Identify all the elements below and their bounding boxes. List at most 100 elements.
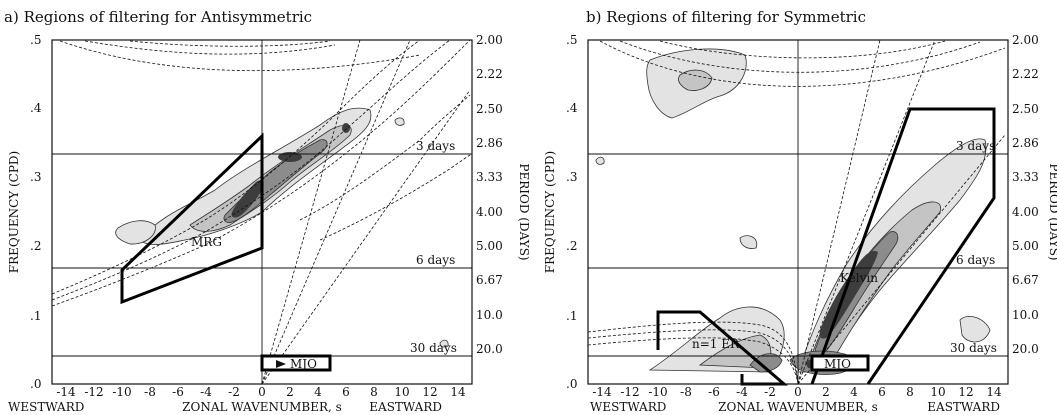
region-er-box [656,310,789,386]
panel-a-title: a) Regions of filtering for Antisymmetri… [4,8,312,26]
period-tick: 5.00 [476,239,503,253]
ref-label-3-days: 3 days [416,139,455,153]
x-tick: -10 [112,385,131,399]
ref-label-6-days-b: 6 days [956,253,995,267]
panel-a-x-ticks: -14 -12 -10 -8 -6 -4 -2 0 2 4 6 8 10 12 … [56,385,466,399]
period-tick: 2.50 [476,102,503,116]
period-tick: 20.0 [1012,342,1039,356]
period-tick: 4.00 [1012,205,1039,219]
mjo-arrow-icon [276,360,286,368]
ref-label-3-days-b: 3 days [956,139,995,153]
x-tick: 2 [286,385,294,399]
x-tick: -8 [680,385,692,399]
panel-b: b) Regions of filtering for Symmetric [543,8,1057,414]
y-tick: .0 [566,377,577,391]
x-tick: 2 [822,385,830,399]
y-tick: .5 [30,33,41,47]
ref-label-30-days: 30 days [410,341,457,355]
x-tick: -4 [736,385,748,399]
y-tick: .0 [30,377,41,391]
period-tick: 20.0 [476,342,503,356]
x-tick: 10 [930,385,945,399]
period-tick: 6.67 [476,273,503,287]
panel-b-y-ticks: .0 .1 .2 .3 .4 .5 [566,33,578,391]
panel-b-contours [595,48,991,375]
period-tick: 10.0 [1012,308,1039,322]
period-tick: 2.00 [1012,33,1039,47]
x-tick: -2 [228,385,240,399]
panel-a-y-axis-label: FREQUENCY (CPD) [7,151,21,274]
region-label-mjo-b: MJO [824,357,851,371]
panel-a-frame [51,39,473,385]
period-tick: 3.33 [1012,170,1039,184]
period-tick: 10.0 [476,308,503,322]
x-tick: -4 [200,385,212,399]
region-label-mjo: MJO [290,357,317,371]
y-tick: .1 [566,309,577,323]
period-tick: 6.67 [1012,273,1039,287]
region-label-kelvin: Kelvin [840,271,878,285]
y-tick: .4 [30,101,42,115]
region-kelvin-box [810,107,996,385]
x-tick: 10 [394,385,409,399]
panel-b-title: b) Regions of filtering for Symmetric [586,8,866,26]
period-tick: 2.86 [476,136,503,150]
y-tick: .3 [30,170,41,184]
period-tick: 3.33 [476,170,503,184]
panel-a-westward-label: WESTWARD [8,400,84,414]
x-tick: -8 [144,385,156,399]
y-tick: .2 [566,239,577,253]
panel-a-x-axis-label: ZONAL WAVENUMBER, s [182,400,342,414]
panel-b-x-ticks: -14 -12 -10 -8 -6 -4 -2 0 2 4 6 8 10 12 … [592,385,1002,399]
period-tick: 2.22 [1012,67,1039,81]
x-tick: 6 [878,385,886,399]
x-tick: 6 [342,385,350,399]
period-tick: 2.00 [476,33,503,47]
region-mrg-box [120,132,264,305]
x-tick: -14 [592,385,612,399]
panel-b-y-axis-label: FREQUENCY (CPD) [543,151,557,274]
y-tick: .5 [566,33,577,47]
x-tick: 0 [794,385,802,399]
period-tick: 5.00 [1012,239,1039,253]
region-label-mrg: MRG [191,235,222,249]
x-tick: -12 [620,385,639,399]
panel-a: a) Regions of filtering for Antisymmetri… [4,8,531,414]
x-tick: -12 [84,385,103,399]
panel-a-eastward-label: EASTWARD [369,400,442,414]
period-tick: 2.86 [1012,136,1039,150]
x-tick: 8 [906,385,914,399]
panel-a-period-axis-label: PERIOD (DAYS) [517,163,531,260]
y-tick: .4 [566,101,578,115]
panel-b-frame [587,39,1009,385]
x-tick: 0 [258,385,266,399]
panel-b-period-axis-label: PERIOD (DAYS) [1047,163,1057,260]
panel-b-dispersion-curves [588,40,1006,384]
x-tick: 12 [958,385,973,399]
panel-b-regions [656,107,996,386]
y-tick: .3 [566,170,577,184]
period-tick: 4.00 [476,205,503,219]
x-tick: -6 [708,385,720,399]
panel-b-x-axis-label: ZONAL WAVENUMBER, s [718,400,878,414]
ref-label-6-days: 6 days [416,253,455,267]
period-tick: 2.22 [476,67,503,81]
panel-a-regions [120,132,332,372]
panel-b-eastward-label: EASTWARD [927,400,1000,414]
x-tick: 12 [422,385,437,399]
region-label-er: n=1 ER [692,337,740,351]
x-tick: -6 [172,385,184,399]
x-tick: 4 [850,385,858,399]
panel-b-ref-lines [588,40,1008,384]
ref-label-30-days-b: 30 days [950,341,997,355]
x-tick: 4 [314,385,322,399]
region-mjo-box-b [810,354,870,372]
x-tick: 8 [370,385,378,399]
panel-a-period-ticks: 2.00 2.22 2.50 2.86 3.33 4.00 5.00 6.67 … [476,33,503,356]
panel-b-westward-label: WESTWARD [590,400,666,414]
x-tick: 14 [986,385,1002,399]
x-tick: 14 [450,385,466,399]
panel-a-y-ticks: .0 .1 .2 .3 .4 .5 [30,33,42,391]
period-tick: 2.50 [1012,102,1039,116]
